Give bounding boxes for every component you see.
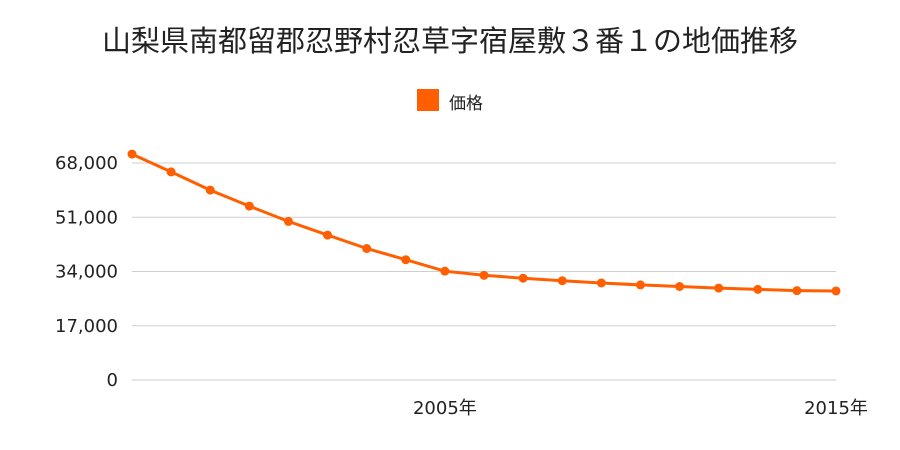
data-point — [596, 278, 606, 288]
x-tick-label: 2015年 — [804, 398, 868, 419]
data-point — [283, 216, 293, 226]
y-tick-label: 17,000 — [55, 316, 118, 337]
x-axis-ticks: 2005年 2015年 — [413, 398, 868, 419]
series-line — [131, 152, 837, 293]
data-point — [675, 281, 685, 291]
data-point — [401, 255, 411, 265]
data-point — [831, 286, 841, 296]
x-tick-label: 2005年 — [413, 398, 477, 419]
y-tick-label: 51,000 — [55, 207, 118, 228]
data-point — [518, 273, 528, 283]
data-point — [244, 201, 254, 211]
y-tick-label: 0 — [107, 370, 118, 391]
data-point — [714, 283, 724, 293]
legend-label: 価格 — [449, 94, 483, 114]
data-point — [753, 284, 763, 294]
y-tick-label: 34,000 — [55, 262, 118, 283]
data-point — [362, 244, 372, 254]
data-point — [479, 270, 489, 280]
data-point — [127, 149, 137, 159]
data-point — [440, 266, 450, 276]
data-point — [792, 286, 802, 296]
legend-swatch — [417, 89, 439, 111]
legend: 価格 — [0, 89, 900, 114]
data-point — [166, 167, 176, 177]
chart-title: 山梨県南都留郡忍野村忍草字宿屋敷３番１の地価推移 — [101, 24, 798, 58]
series-points — [127, 149, 841, 296]
data-point — [205, 185, 215, 195]
data-point — [635, 280, 645, 290]
y-tick-label: 68,000 — [55, 153, 118, 174]
data-point — [323, 230, 333, 240]
data-point — [557, 276, 567, 286]
y-axis-ticks: 0 17,000 34,000 51,000 68,000 — [55, 153, 118, 391]
